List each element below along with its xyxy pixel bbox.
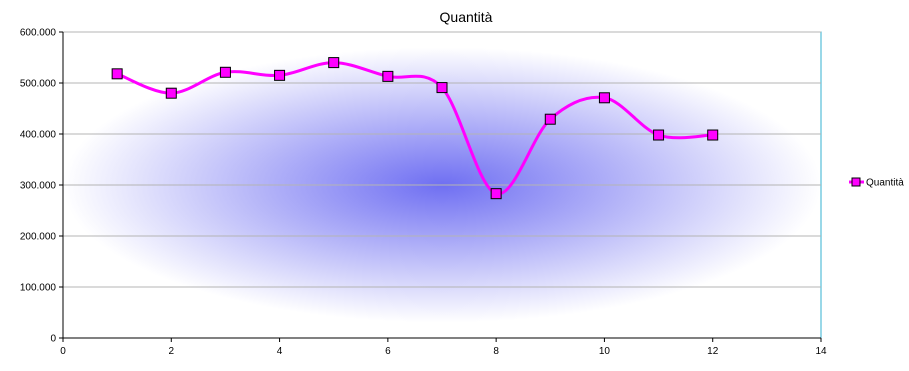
chart-title: Quantità	[440, 9, 493, 25]
x-tick-label: 12	[707, 346, 719, 357]
y-tick-label: 400.000	[20, 130, 57, 141]
y-tick-label: 200.000	[20, 232, 57, 243]
data-point-marker	[707, 129, 719, 141]
data-point-marker	[490, 188, 502, 200]
data-point-marker	[165, 87, 177, 99]
x-tick-label: 4	[277, 346, 283, 357]
x-tick-label: 14	[815, 346, 827, 357]
y-tick-label: 600.000	[20, 28, 57, 39]
x-tick-label: 6	[385, 346, 391, 357]
axes: 0 100.000 200.000 300.000 400.000 500.000 600.…	[20, 28, 827, 358]
series-layer	[111, 57, 719, 200]
x-tick-label: 0	[60, 346, 66, 357]
data-point-marker	[436, 82, 448, 94]
data-point-marker	[598, 92, 610, 104]
x-tick-label: 8	[493, 346, 499, 357]
x-tick-label: 10	[599, 346, 611, 357]
y-tick-label: 0	[50, 334, 56, 345]
data-point-marker	[653, 129, 665, 141]
data-point-marker	[219, 66, 231, 78]
y-tick-label: 100.000	[20, 283, 57, 294]
data-point-marker	[544, 113, 556, 125]
legend-marker-swatch	[851, 177, 861, 187]
data-point-marker	[274, 69, 286, 81]
y-tick-label: 500.000	[20, 79, 57, 90]
legend: Quantità	[849, 177, 904, 189]
y-tick-label: 300.000	[20, 181, 57, 192]
data-point-marker	[111, 68, 123, 80]
data-point-marker	[382, 70, 394, 82]
x-tick-label: 2	[169, 346, 175, 357]
legend-label: Quantità	[866, 178, 904, 189]
data-point-marker	[328, 57, 340, 69]
